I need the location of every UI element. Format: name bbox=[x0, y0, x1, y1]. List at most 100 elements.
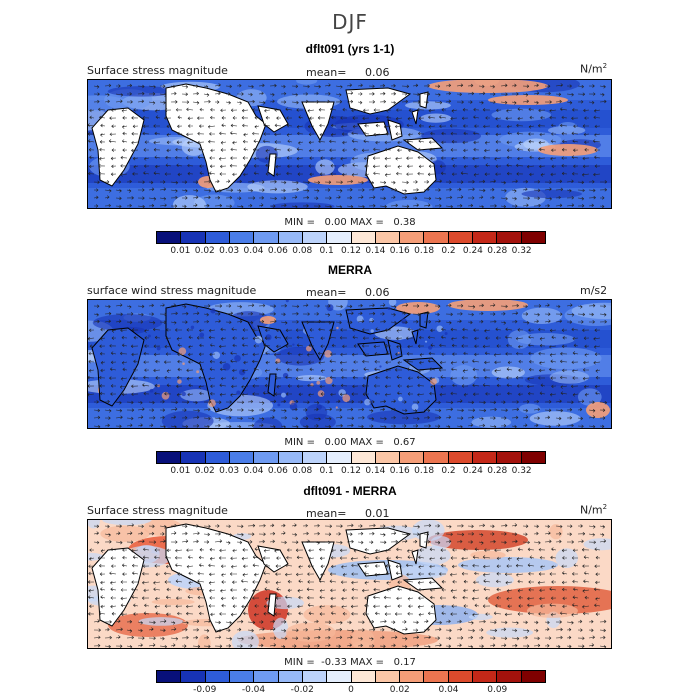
colorbar-tick-label: 0.02 bbox=[194, 466, 215, 476]
colorbar-tick-label: 0.1 bbox=[319, 246, 334, 256]
colorbar-swatch bbox=[254, 232, 279, 243]
colorbar-tick-label: 0.08 bbox=[292, 466, 313, 476]
panel-3-minmax: MIN = -0.33 MAX = 0.17 bbox=[284, 657, 416, 668]
colorbar-swatch bbox=[448, 452, 474, 463]
panel-2-units: m/s2 bbox=[580, 284, 608, 297]
colorbar-tick-label: 0.24 bbox=[462, 466, 483, 476]
colorbar-tick-label: 0.12 bbox=[340, 466, 362, 476]
colorbar-swatch bbox=[229, 671, 255, 682]
panel-2-mean-label: mean= bbox=[306, 286, 347, 299]
colorbar-tick-label: -0.09 bbox=[193, 685, 217, 695]
colorbar-tick-label: 0.12 bbox=[340, 246, 362, 256]
colorbar-tick-label: 0.16 bbox=[389, 246, 410, 256]
colorbar-tick-label: -0.04 bbox=[241, 685, 266, 695]
colorbar-tick-label: 0.16 bbox=[389, 466, 410, 476]
colorbar-swatch bbox=[181, 671, 206, 682]
colorbar-swatch bbox=[302, 671, 328, 682]
colorbar-tick-label: 0.08 bbox=[292, 246, 313, 256]
colorbar-tick-label: 0.2 bbox=[441, 466, 456, 476]
colorbar-tick-label: 0.06 bbox=[267, 246, 288, 256]
colorbar-tick-label: 0.04 bbox=[438, 685, 459, 695]
colorbar-tick-label: 0.18 bbox=[414, 246, 435, 256]
colorbar-tick-label: 0.32 bbox=[511, 246, 532, 256]
panel-2-minmax: MIN = 0.00 MAX = 0.67 bbox=[284, 437, 416, 448]
colorbar-tick-label: 0.04 bbox=[243, 246, 264, 256]
panel-2-mean-value: 0.06 bbox=[365, 286, 390, 299]
colorbar-tick-label: 0.04 bbox=[243, 466, 264, 476]
panel-1-map bbox=[87, 79, 612, 209]
colorbar-swatch bbox=[473, 452, 498, 463]
colorbar-tick-label: -0.02 bbox=[290, 685, 314, 695]
panel-1-minmax: MIN = 0.00 MAX = 0.38 bbox=[284, 217, 416, 228]
colorbar-tick-label: 0.01 bbox=[170, 246, 191, 256]
colorbar-swatch bbox=[375, 452, 401, 463]
colorbar-tick-label: 0.24 bbox=[462, 246, 483, 256]
colorbar-swatch bbox=[375, 671, 401, 682]
colorbar-swatch bbox=[400, 452, 425, 463]
colorbar-swatch bbox=[278, 452, 303, 463]
panel-2-map bbox=[87, 299, 612, 429]
panel-2-variable-label: surface wind stress magnitude bbox=[87, 284, 257, 297]
colorbar-swatch bbox=[229, 452, 255, 463]
panel-3-title: dflt091 - MERRA bbox=[303, 484, 397, 498]
colorbar-swatch bbox=[521, 232, 545, 243]
colorbar-swatch bbox=[181, 232, 206, 243]
colorbar-swatch bbox=[254, 452, 279, 463]
colorbar-swatch bbox=[497, 232, 522, 243]
colorbar-swatch bbox=[400, 232, 425, 243]
panel-3-colorbar bbox=[156, 670, 546, 683]
colorbar-swatch bbox=[229, 232, 255, 243]
colorbar-swatch bbox=[327, 232, 352, 243]
colorbar-swatch bbox=[205, 232, 230, 243]
colorbar-swatch bbox=[157, 671, 182, 682]
panel-1-mean-value: 0.06 bbox=[365, 66, 390, 79]
colorbar-swatch bbox=[473, 671, 498, 682]
colorbar-swatch bbox=[302, 232, 328, 243]
colorbar-swatch bbox=[327, 452, 352, 463]
colorbar-swatch bbox=[521, 671, 545, 682]
colorbar-swatch bbox=[157, 232, 182, 243]
panel-1-colorbar bbox=[156, 231, 546, 244]
colorbar-swatch bbox=[157, 452, 182, 463]
colorbar-swatch bbox=[497, 452, 522, 463]
panel-3-map bbox=[87, 519, 612, 649]
colorbar-swatch bbox=[424, 671, 449, 682]
colorbar-swatch bbox=[327, 671, 352, 682]
panel-1-units: N/m2 bbox=[580, 62, 608, 76]
colorbar-tick-label: 0.1 bbox=[319, 466, 334, 476]
colorbar-swatch bbox=[424, 452, 449, 463]
colorbar-swatch bbox=[351, 452, 376, 463]
colorbar-tick-label: 0.2 bbox=[441, 246, 456, 256]
colorbar-tick-label: 0.14 bbox=[365, 246, 386, 256]
panel-3-colorbar-ticks: -0.09 -0.04 -0.02 0 0.02 0.04 0.09 bbox=[156, 685, 546, 697]
colorbar-swatch bbox=[351, 232, 376, 243]
colorbar-swatch bbox=[278, 671, 303, 682]
colorbar-swatch bbox=[448, 232, 474, 243]
figure-title: DJF bbox=[332, 10, 368, 34]
panel-3-variable-label: Surface stress magnitude bbox=[87, 504, 228, 517]
panel-1-title: dflt091 (yrs 1-1) bbox=[305, 42, 395, 56]
colorbar-swatch bbox=[473, 232, 498, 243]
colorbar-swatch bbox=[424, 232, 449, 243]
colorbar-swatch bbox=[254, 671, 279, 682]
panel-3-mean-label: mean= bbox=[306, 507, 347, 520]
colorbar-tick-label: 0.28 bbox=[487, 466, 508, 476]
colorbar-swatch bbox=[521, 452, 545, 463]
colorbar-swatch bbox=[400, 671, 425, 682]
panel-2-title: MERRA bbox=[328, 263, 372, 277]
colorbar-tick-label: 0.09 bbox=[487, 685, 508, 695]
colorbar-swatch bbox=[278, 232, 303, 243]
colorbar-swatch bbox=[351, 671, 376, 682]
colorbar-tick-label: 0.06 bbox=[267, 466, 288, 476]
colorbar-tick-label: 0.18 bbox=[414, 466, 435, 476]
colorbar-tick-label: 0.32 bbox=[511, 466, 532, 476]
colorbar-swatch bbox=[497, 671, 522, 682]
panel-2-colorbar bbox=[156, 451, 546, 464]
colorbar-tick-label: 0.03 bbox=[219, 246, 240, 256]
colorbar-swatch bbox=[205, 671, 230, 682]
colorbar-tick-label: 0.14 bbox=[365, 466, 386, 476]
colorbar-tick-label: 0.02 bbox=[389, 685, 410, 695]
colorbar-swatch bbox=[302, 452, 328, 463]
panel-3-mean-value: 0.01 bbox=[365, 507, 390, 520]
panel-1-mean-label: mean= bbox=[306, 66, 347, 79]
